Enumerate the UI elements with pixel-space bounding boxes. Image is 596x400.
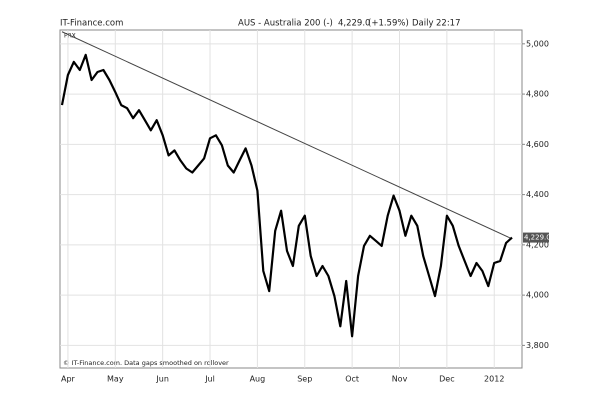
y-tick-label: 5,000 xyxy=(526,39,549,48)
change: (+1.59%) xyxy=(368,19,409,29)
x-tick-label: Oct xyxy=(345,375,359,384)
source: IT-Finance.com xyxy=(60,19,123,29)
time: 22:17 xyxy=(436,19,461,29)
price-line xyxy=(60,53,513,338)
corner-label: FRX xyxy=(64,33,76,40)
y-tick-label: 3,800 xyxy=(526,341,549,350)
symbol: AUS - Australia 200 (-) xyxy=(238,19,333,29)
x-tick-label: May xyxy=(107,375,124,384)
footer: © IT-Finance.com. Data gaps smoothed on … xyxy=(63,359,229,367)
x-tick-label: 2012 xyxy=(484,375,504,384)
trend-line xyxy=(61,31,513,240)
y-tick-label: 4,600 xyxy=(526,140,549,149)
y-tick-label: 4,000 xyxy=(526,291,549,300)
x-tick-label: Aug xyxy=(250,375,266,384)
x-tick-label: Apr xyxy=(61,375,76,384)
plot-frame xyxy=(59,29,523,369)
last-price: 4,229.0 xyxy=(338,19,370,29)
last-price-box xyxy=(523,232,549,243)
y-tick-label: 4,400 xyxy=(526,190,549,199)
x-tick-label: Jul xyxy=(204,375,215,384)
y-tick-label: 4,200 xyxy=(526,240,549,249)
interval: Daily xyxy=(412,19,434,29)
x-tick-label: Dec xyxy=(439,375,454,384)
x-tick-label: Jun xyxy=(155,375,169,384)
x-tick-label: Sep xyxy=(297,375,312,384)
x-tick-label: Nov xyxy=(392,375,408,384)
last-price-label: 4,229.0 xyxy=(524,234,551,242)
y-tick-label: 4,800 xyxy=(526,90,549,99)
